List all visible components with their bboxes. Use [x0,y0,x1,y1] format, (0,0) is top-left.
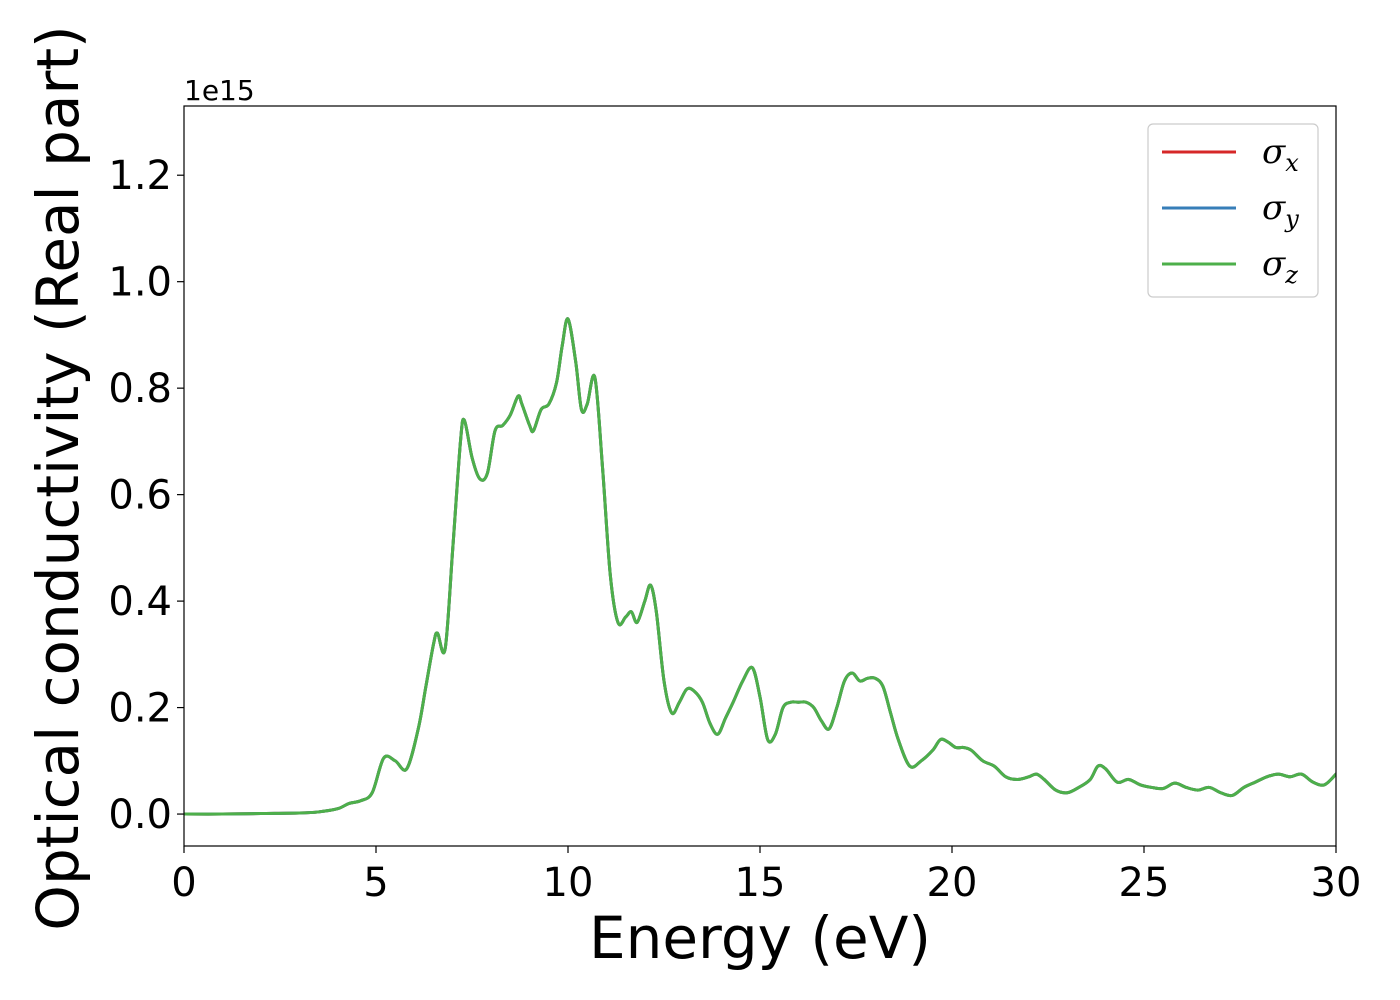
x-tick-label: 5 [363,860,388,906]
x-tick-label: 30 [1311,860,1362,906]
y-tick-label: 0.8 [108,366,172,412]
ticks-layer: 0 5 10 15 20 25 30 0.0 0.2 0.4 0.6 0.8 1.0 1.2 [108,153,1361,906]
legend-box [1147,123,1319,298]
x-tick-label: 20 [927,860,978,906]
y-offset-label: 1e15 [184,74,255,107]
legend-items: σx σy σz [1162,132,1299,289]
series-line-z [184,317,1336,816]
legend: σx σy σz [1147,123,1319,298]
x-axis-title: Energy (eV) [589,904,931,972]
series-line-x [184,317,1336,816]
x-tick-label: 25 [1119,860,1170,906]
series-line-y [184,317,1336,816]
y-tick-label: 0.6 [108,473,172,519]
y-axis-title: Optical conductivity (Real part) [24,25,92,930]
x-tick-label: 0 [171,860,196,906]
legend-label-y: σy [1262,188,1299,233]
y-tick-label: 0.2 [108,686,172,732]
y-tick-label: 1.0 [108,260,172,306]
y-tick-label: 1.2 [108,153,172,199]
y-tick-label: 0.0 [108,792,172,838]
x-tick-label: 15 [735,860,786,906]
legend-label-x: σx [1262,132,1299,177]
legend-label-z: σz [1262,244,1298,289]
series-layer [184,317,1336,816]
y-tick-label: 0.4 [108,579,172,625]
x-tick-label: 10 [543,860,594,906]
